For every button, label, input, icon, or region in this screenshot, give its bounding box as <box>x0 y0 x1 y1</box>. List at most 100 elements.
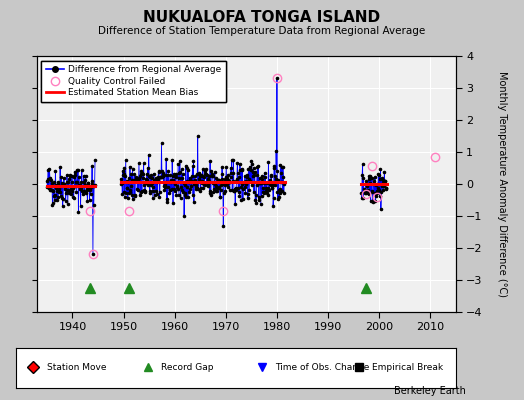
Point <box>364 190 372 196</box>
Point <box>185 189 193 196</box>
Point <box>135 174 144 181</box>
Point <box>147 172 156 178</box>
Point <box>373 188 381 194</box>
Point <box>277 179 286 186</box>
Point <box>43 177 51 184</box>
Point <box>72 179 80 185</box>
Point <box>214 177 222 183</box>
Point <box>139 171 147 177</box>
Point <box>266 177 274 184</box>
Point <box>70 168 79 175</box>
Point <box>379 187 387 193</box>
Point <box>280 190 288 196</box>
Point <box>198 180 206 186</box>
Point <box>58 195 66 201</box>
Point <box>257 200 265 207</box>
Point <box>216 194 224 200</box>
Point <box>230 157 238 163</box>
Point <box>143 176 151 183</box>
Point <box>279 174 288 180</box>
Point <box>122 157 130 163</box>
Point <box>222 174 230 180</box>
Point <box>184 167 192 174</box>
Point <box>368 189 377 195</box>
Point <box>125 189 134 195</box>
Point <box>241 173 249 179</box>
Point <box>162 156 170 162</box>
Point <box>182 184 191 190</box>
Point <box>140 182 148 188</box>
Point <box>87 184 95 190</box>
Point <box>70 174 79 180</box>
Point <box>50 192 59 198</box>
Point <box>224 183 232 190</box>
Point <box>194 186 202 193</box>
Point <box>378 183 386 189</box>
Point <box>171 180 179 187</box>
Point <box>50 179 58 186</box>
Point <box>270 165 278 172</box>
Point <box>228 187 236 194</box>
Point <box>261 174 270 180</box>
Point <box>365 191 374 197</box>
Point <box>117 176 126 182</box>
Point <box>241 190 249 196</box>
Point <box>156 174 165 180</box>
Point <box>83 186 91 193</box>
Point <box>45 185 53 191</box>
Point <box>374 170 383 177</box>
Point <box>272 148 280 154</box>
Point <box>85 185 93 191</box>
Point <box>48 180 56 186</box>
Point <box>81 177 89 184</box>
Point <box>232 178 241 184</box>
Point <box>223 172 232 178</box>
Point <box>372 193 380 200</box>
Point <box>377 189 386 195</box>
Point <box>155 193 163 200</box>
Point <box>69 184 77 191</box>
Point <box>234 188 243 195</box>
Point <box>143 179 151 186</box>
Point <box>45 166 53 173</box>
Point <box>207 167 215 174</box>
Point <box>161 178 170 185</box>
Point <box>268 182 277 188</box>
Point <box>155 168 163 174</box>
Point <box>151 178 159 184</box>
Point <box>277 164 286 170</box>
Point <box>182 194 190 200</box>
Point <box>209 188 217 195</box>
Point <box>192 181 200 188</box>
Point <box>127 171 135 177</box>
Text: Record Gap: Record Gap <box>161 364 213 372</box>
Point <box>156 189 164 195</box>
Point <box>277 170 285 176</box>
Point <box>193 133 202 139</box>
Point <box>89 251 97 258</box>
Point <box>362 189 370 196</box>
Point <box>46 174 54 181</box>
Point <box>229 177 237 184</box>
Point <box>249 165 258 172</box>
Point <box>212 175 221 181</box>
Point <box>53 188 61 194</box>
Point <box>50 193 58 199</box>
Point <box>261 189 269 196</box>
Point <box>54 178 62 185</box>
Point <box>362 178 370 184</box>
Point <box>168 186 176 192</box>
Point <box>71 172 80 178</box>
Point <box>256 180 265 186</box>
Point <box>189 157 198 164</box>
Point <box>184 194 192 200</box>
Point <box>167 179 176 185</box>
Point <box>127 182 135 189</box>
Point <box>84 182 93 189</box>
Point <box>217 176 226 182</box>
Point <box>267 172 276 178</box>
Point <box>363 181 371 188</box>
Point <box>54 188 63 195</box>
Point <box>170 187 179 194</box>
Point <box>157 174 165 180</box>
